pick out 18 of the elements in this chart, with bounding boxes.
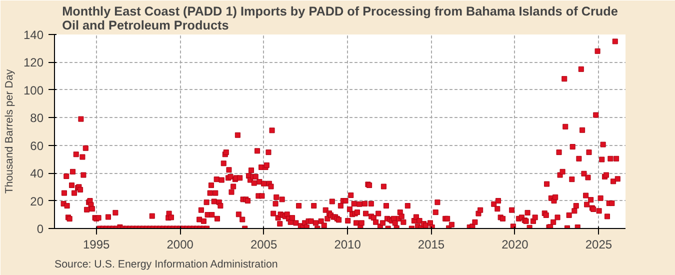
y-tick-label: 120	[23, 56, 44, 70]
x-tick-label: 1995	[83, 238, 110, 252]
x-tick-label: 2020	[502, 238, 529, 252]
x-tick-label: 2015	[418, 238, 445, 252]
y-tick-label: 40	[30, 166, 44, 181]
y-tick-label: 20	[30, 194, 44, 208]
chart-title: Monthly East Coast (PADD 1) Imports by PADD of Processing from Bahama Islands of Crude Oil and Petroleum Products	[62, 4, 618, 32]
y-tick-label: 80	[30, 111, 44, 126]
source-note: Source: U.S. Energy Information Administration	[54, 258, 278, 270]
y-tick-label: 0	[36, 222, 44, 236]
y-tick-label: 100	[23, 83, 44, 98]
x-tick-label: 2005	[250, 238, 278, 252]
y-tick-label: 140	[23, 28, 44, 42]
x-tick-label: 2010	[334, 238, 362, 252]
x-tick-label: 2025	[585, 238, 612, 252]
y-tick-label: 60	[30, 138, 44, 153]
y-axis-title: Thousand Barrels per Day	[3, 68, 16, 194]
x-tick-label: 2000	[166, 238, 194, 252]
